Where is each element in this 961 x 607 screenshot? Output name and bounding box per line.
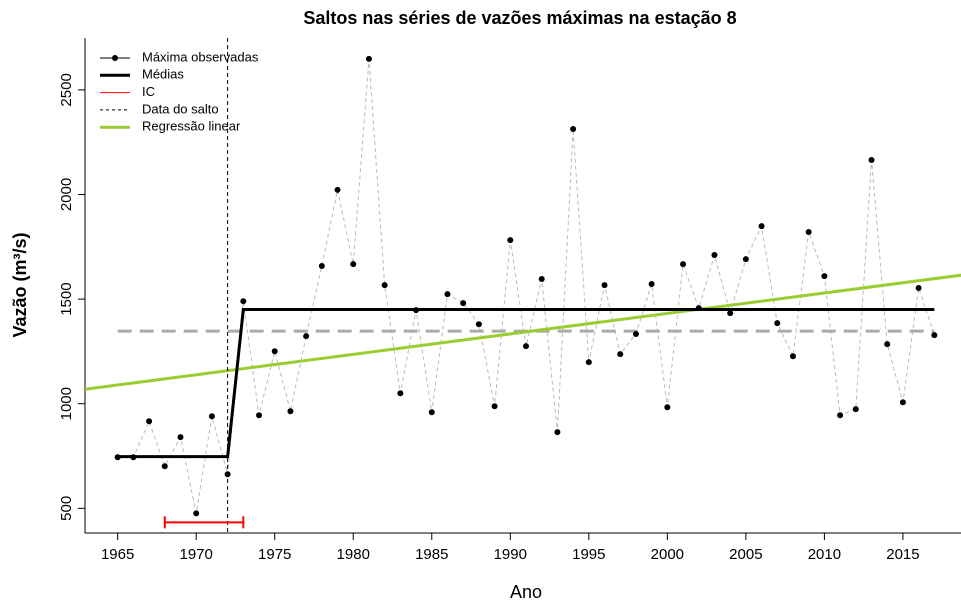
point bbox=[632, 331, 639, 338]
point bbox=[208, 413, 215, 420]
regression-line bbox=[85, 273, 961, 391]
point bbox=[146, 418, 153, 425]
point bbox=[523, 343, 529, 350]
point bbox=[114, 454, 121, 461]
point bbox=[507, 237, 514, 244]
point bbox=[491, 403, 498, 410]
point bbox=[334, 186, 341, 193]
point bbox=[177, 434, 184, 441]
x-tick-label: 2015 bbox=[886, 546, 919, 563]
x-tick-label: 1990 bbox=[494, 546, 527, 563]
point bbox=[287, 408, 294, 415]
y-tick-label: 2500 bbox=[58, 73, 75, 106]
y-tick-label: 2000 bbox=[58, 178, 75, 211]
point bbox=[397, 390, 404, 397]
point bbox=[648, 281, 655, 288]
point bbox=[240, 298, 247, 305]
x-tick-label: 1980 bbox=[337, 546, 370, 563]
point bbox=[570, 126, 577, 133]
point bbox=[789, 353, 796, 360]
point bbox=[444, 291, 451, 298]
point bbox=[413, 307, 420, 314]
point bbox=[365, 55, 372, 62]
point bbox=[899, 399, 906, 406]
point bbox=[931, 332, 938, 339]
point bbox=[161, 463, 168, 470]
point bbox=[475, 321, 482, 328]
point bbox=[428, 409, 435, 416]
legend-label: IC bbox=[142, 84, 155, 99]
point bbox=[837, 412, 844, 419]
chart-title: Saltos nas séries de vazões máximas na e… bbox=[303, 8, 736, 28]
point bbox=[805, 228, 812, 235]
point bbox=[256, 412, 263, 419]
legend-point bbox=[112, 55, 118, 61]
point bbox=[884, 341, 891, 348]
x-tick-label: 2005 bbox=[729, 546, 762, 563]
x-tick-label: 1975 bbox=[258, 546, 291, 563]
point bbox=[868, 156, 875, 163]
point bbox=[318, 263, 325, 270]
point bbox=[271, 348, 278, 355]
legend-label: Regressão linear bbox=[142, 119, 241, 134]
legend-label: Médias bbox=[142, 67, 184, 82]
point bbox=[664, 404, 671, 411]
point bbox=[711, 251, 718, 258]
point bbox=[193, 510, 200, 517]
point bbox=[680, 261, 687, 268]
x-tick-label: 1995 bbox=[572, 546, 605, 563]
point bbox=[381, 282, 388, 289]
x-axis-label: Ano bbox=[510, 582, 542, 602]
y-axis-label: Vazão (m³/s) bbox=[10, 232, 30, 337]
point bbox=[821, 273, 828, 280]
y-tick-label: 500 bbox=[58, 496, 75, 521]
point bbox=[758, 223, 765, 230]
x-tick-label: 2000 bbox=[651, 546, 684, 563]
x-tick-label: 1965 bbox=[101, 546, 134, 563]
point bbox=[774, 320, 781, 327]
point bbox=[224, 471, 231, 478]
x-tick-label: 2010 bbox=[808, 546, 841, 563]
point bbox=[695, 305, 702, 312]
point bbox=[554, 429, 561, 436]
point bbox=[460, 300, 467, 307]
point bbox=[601, 282, 608, 289]
point bbox=[915, 285, 922, 292]
x-tick-label: 1985 bbox=[415, 546, 448, 563]
point bbox=[852, 406, 859, 413]
point bbox=[130, 454, 137, 461]
point bbox=[585, 359, 592, 366]
x-tick-label: 1970 bbox=[180, 546, 213, 563]
point bbox=[538, 276, 545, 283]
point bbox=[742, 256, 749, 263]
y-tick-label: 1500 bbox=[58, 282, 75, 315]
point bbox=[303, 333, 310, 340]
y-tick-label: 1000 bbox=[58, 387, 75, 420]
legend-label: Máxima observadas bbox=[142, 49, 259, 64]
means-line bbox=[117, 308, 935, 459]
point bbox=[727, 310, 734, 317]
point bbox=[350, 261, 357, 268]
legend-label: Data do salto bbox=[142, 101, 219, 116]
point bbox=[617, 351, 624, 358]
